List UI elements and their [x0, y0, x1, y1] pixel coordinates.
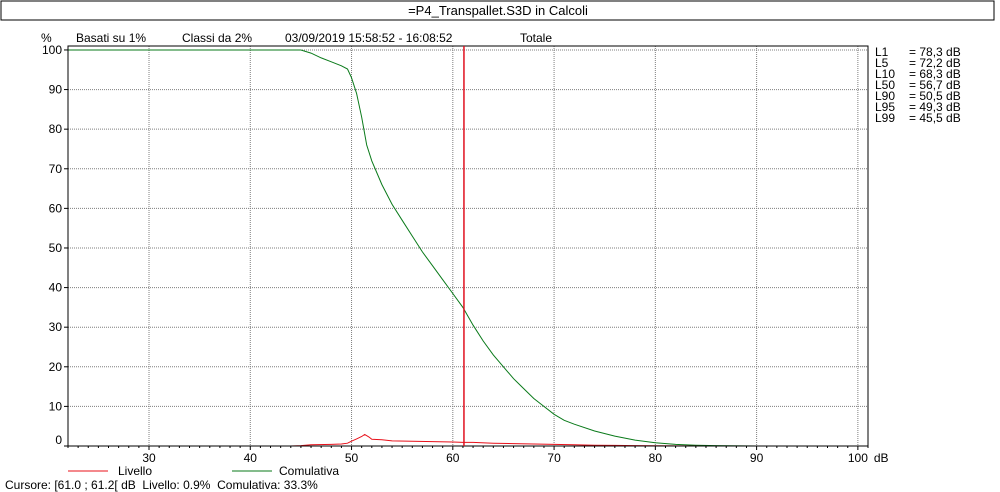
y-tick-label: 100: [42, 43, 62, 57]
x-axis: 30 40 50 60 70 80 90 100: [67, 446, 869, 465]
x-tick-label: 70: [547, 451, 561, 465]
y-unit-label: %: [41, 31, 52, 45]
period-label: 03/09/2019 15:58:52 - 16:08:52: [285, 31, 453, 45]
y-tick-label: 0: [55, 433, 62, 447]
y-tick-label: 10: [49, 399, 63, 413]
y-tick-label: 20: [49, 360, 63, 374]
basis-label: Basati su 1%: [76, 31, 146, 45]
percentile-name: L95: [875, 100, 895, 114]
percentile-value: = 45,5 dB: [909, 111, 961, 125]
cursor-readout: Cursore: [61.0 ; 61.2[ dB Livello: 0.9% …: [5, 478, 318, 492]
percentile-name: L90: [875, 89, 895, 103]
x-tick-label: 30: [142, 451, 156, 465]
window-title: =P4_Transpallet.S3D in Calcoli: [408, 3, 588, 18]
y-tick-label: 60: [49, 201, 63, 215]
y-tick-label: 50: [49, 241, 63, 255]
x-tick-label: 50: [345, 451, 359, 465]
scope-label: Totale: [520, 31, 552, 45]
percentile-name: L5: [875, 56, 889, 70]
percentile-name: L50: [875, 78, 895, 92]
percentile-value: = 50,5 dB: [909, 89, 961, 103]
x-tick-label: 90: [750, 451, 764, 465]
y-axis: 0 10 20 30 40 50 60 70 80 90 100: [42, 43, 68, 447]
percentile-value: = 49,3 dB: [909, 100, 961, 114]
y-tick-label: 80: [49, 122, 63, 136]
y-tick-label: 90: [49, 83, 63, 97]
percentile-value: = 68,3 dB: [909, 67, 961, 81]
legend-label-comulativa: Comulativa: [279, 464, 339, 478]
percentile-name: L10: [875, 67, 895, 81]
y-tick-label: 40: [49, 281, 63, 295]
x-unit-label: dB: [874, 451, 889, 465]
percentile-name: L99: [875, 111, 895, 125]
x-tick-label: 80: [649, 451, 663, 465]
x-tick-label: 60: [446, 451, 460, 465]
legend-label-livello: Livello: [118, 464, 152, 478]
series-line-livello: [68, 433, 858, 447]
y-tick-label: 30: [49, 320, 63, 334]
grid-lines: [68, 46, 868, 446]
percentile-value: = 72,2 dB: [909, 56, 961, 70]
percentile-name: L1: [875, 45, 889, 59]
x-tick-label: 40: [244, 451, 258, 465]
percentile-stats: L1 = 78,3 dB L5 = 72,2 dB L10 = 68,3 dB L50 = 5…: [875, 45, 961, 125]
y-tick-label: 70: [49, 162, 63, 176]
classes-label: Classi da 2%: [182, 31, 252, 45]
plot-area[interactable]: [67, 45, 869, 447]
percentile-value: = 78,3 dB: [909, 45, 961, 59]
series-line-comulativa: [68, 49, 858, 447]
legend: Livello Comulativa: [68, 464, 339, 478]
percentile-value: = 56,7 dB: [909, 78, 961, 92]
x-tick-label: 100: [848, 451, 868, 465]
plot-series: [68, 49, 858, 447]
